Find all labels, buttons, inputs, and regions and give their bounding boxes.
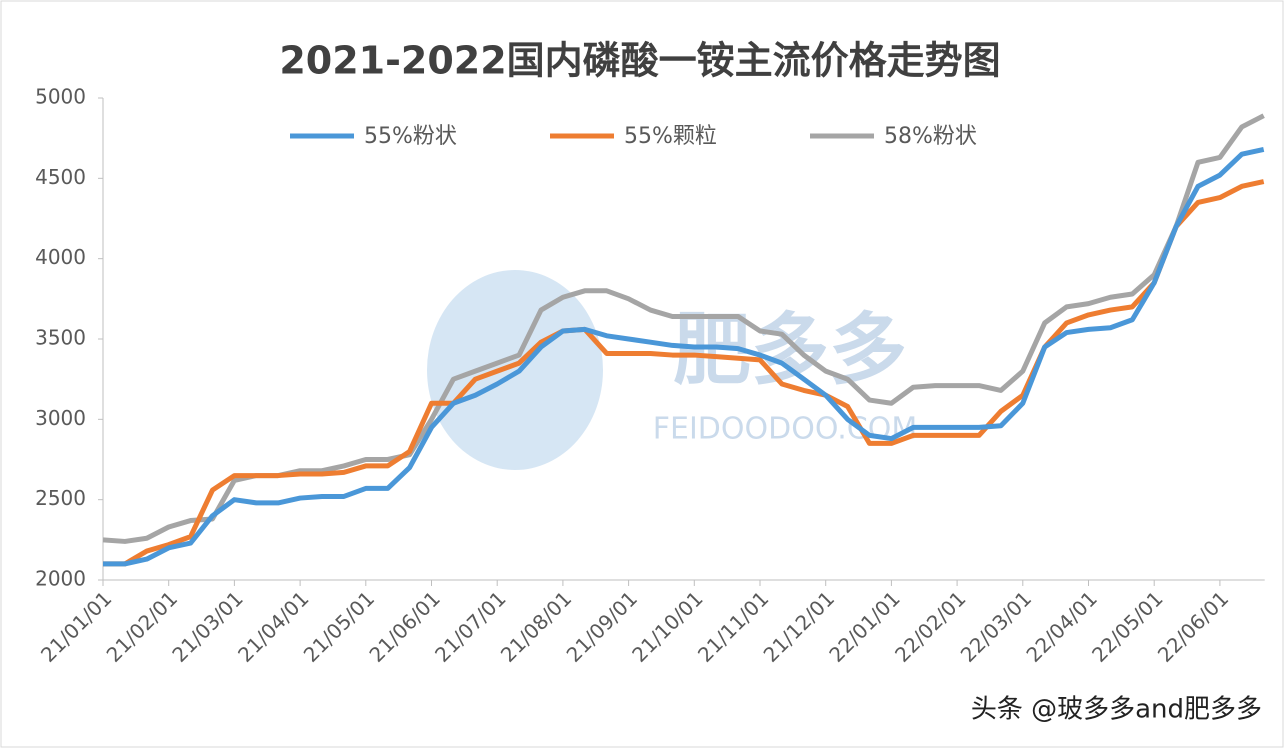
watermark: 肥多多 FEIDOODOO.COM (427, 270, 917, 470)
watermark-text: 肥多多 (673, 305, 907, 395)
y-tick-label: 4000 (35, 245, 86, 269)
credit: 头条 @玻多多and肥多多 (971, 695, 1262, 725)
y-tick-label: 3000 (35, 406, 86, 430)
legend-label: 55%颗粒 (624, 124, 717, 149)
legend-label: 55%粉状 (364, 124, 457, 149)
series-line (103, 179, 1265, 567)
y-tick-label: 5000 (35, 85, 86, 109)
y-tick-label: 3500 (35, 326, 86, 350)
y-tick-label: 2500 (35, 486, 86, 510)
series-line (103, 146, 1265, 567)
legend-label: 58%粉状 (884, 124, 977, 149)
watermark-text: FEIDOODOO.COM (653, 412, 917, 447)
y-tick-label: 4500 (35, 165, 86, 189)
y-tick-label: 2000 (35, 567, 86, 591)
series-line (102, 113, 1265, 544)
chart-title: 2021-2022国内磷酸一铵主流价格走势图 (279, 39, 1000, 83)
